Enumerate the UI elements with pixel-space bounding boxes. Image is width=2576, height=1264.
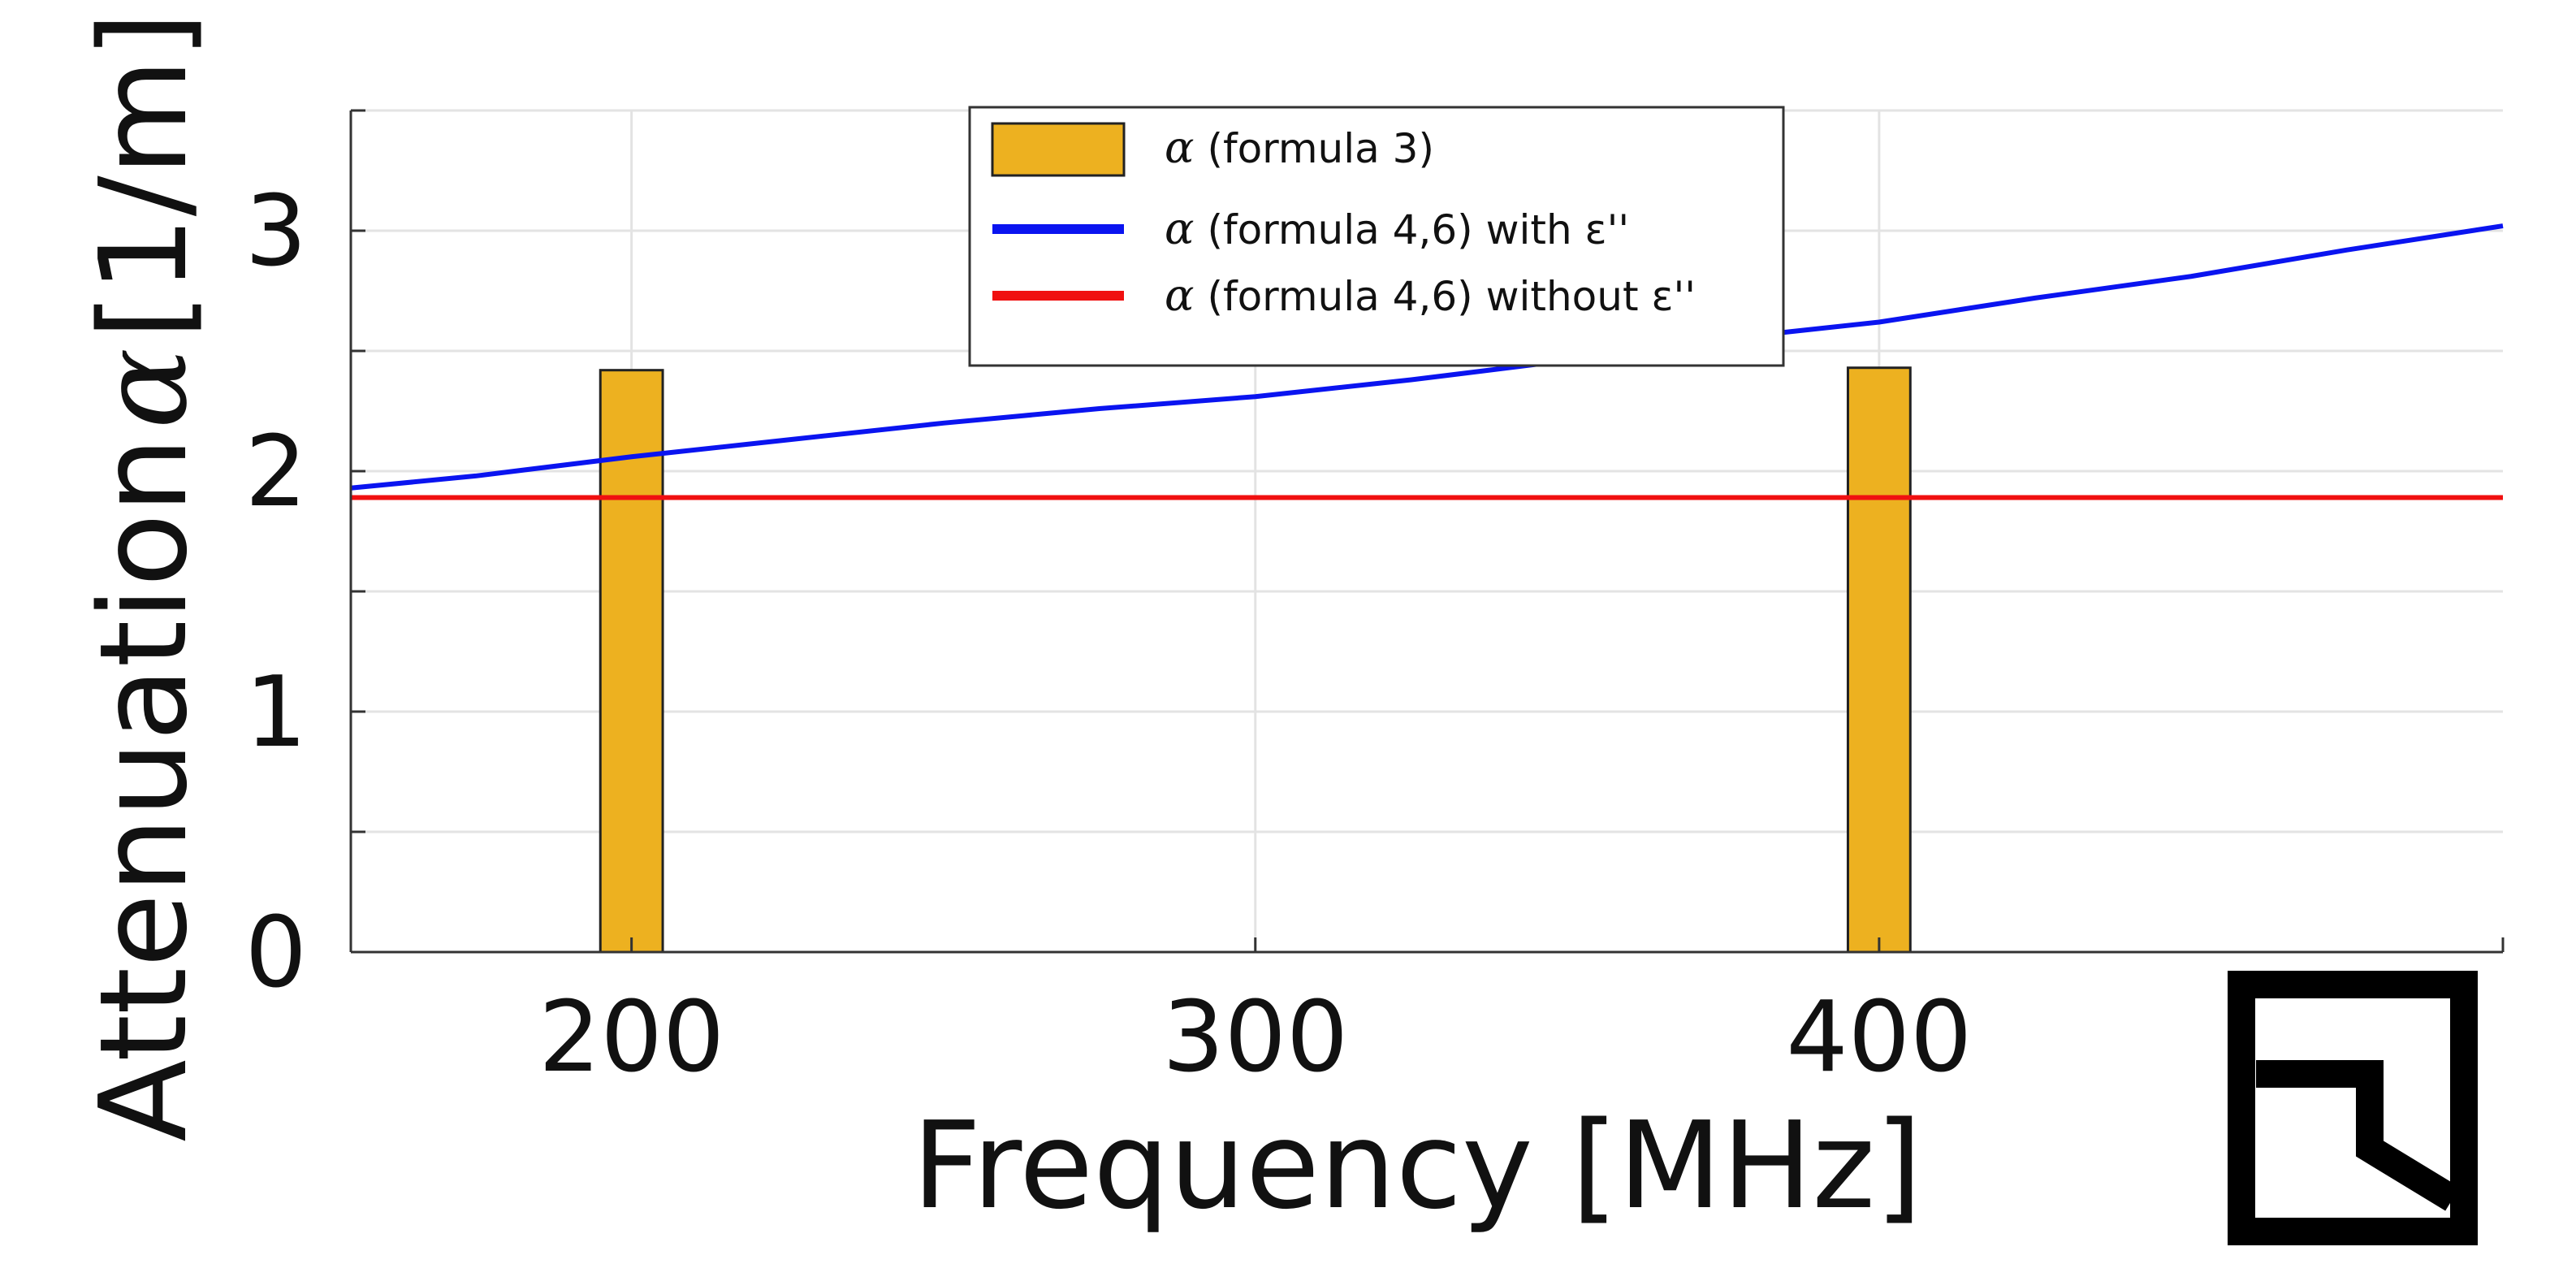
x-tick-label: 400 bbox=[1786, 981, 1972, 1094]
legend-swatch-bar bbox=[991, 122, 1126, 177]
legend-label: (formula 4,6) with ε'' bbox=[1207, 206, 1629, 253]
legend-label: (formula 3) bbox=[1207, 125, 1434, 172]
x-tick-label: 300 bbox=[1162, 981, 1348, 1094]
lines bbox=[350, 223, 2504, 500]
series-line-with-eps bbox=[350, 223, 2504, 491]
y-tick-label: 2 bbox=[245, 416, 307, 529]
legend-label: (formula 4,6) without ε'' bbox=[1207, 273, 1696, 320]
bar bbox=[599, 369, 664, 954]
legend-symbol: α bbox=[1165, 203, 1194, 254]
legend-symbol: α bbox=[1165, 270, 1194, 321]
legend-entry-without-eps: α (formula 4,6) without ε'' bbox=[1165, 270, 1696, 321]
y-tick-label: 1 bbox=[245, 656, 307, 769]
x-tick-label: 200 bbox=[538, 981, 724, 1094]
y-axis-title-suffix: [1/m] bbox=[74, 11, 214, 340]
legend: α (formula 3) α (formula 4,6) with ε'' α (f… bbox=[968, 106, 1785, 367]
y-axis-title: Attenuationα[1/m] bbox=[74, 11, 214, 1141]
axes bbox=[349, 109, 2505, 954]
y-axis-title-prefix: Attenuation bbox=[74, 437, 214, 1142]
x-axis-title: Frequency [MHz] bbox=[912, 1096, 1922, 1236]
institution-logo bbox=[2228, 971, 2478, 1245]
bars bbox=[599, 366, 1912, 954]
legend-symbol: α bbox=[1165, 122, 1194, 173]
tick-labels: 0 1 2 3 200 300 400 bbox=[245, 175, 1973, 1094]
y-tick-label: 3 bbox=[245, 175, 307, 288]
y-axis-title-symbol: α bbox=[74, 348, 214, 429]
y-tick-label: 0 bbox=[245, 897, 307, 1010]
legend-entry-formula-3: α (formula 3) bbox=[1165, 122, 1434, 173]
legend-entry-with-eps: α (formula 4,6) with ε'' bbox=[1165, 203, 1629, 254]
bar bbox=[1846, 366, 1912, 954]
